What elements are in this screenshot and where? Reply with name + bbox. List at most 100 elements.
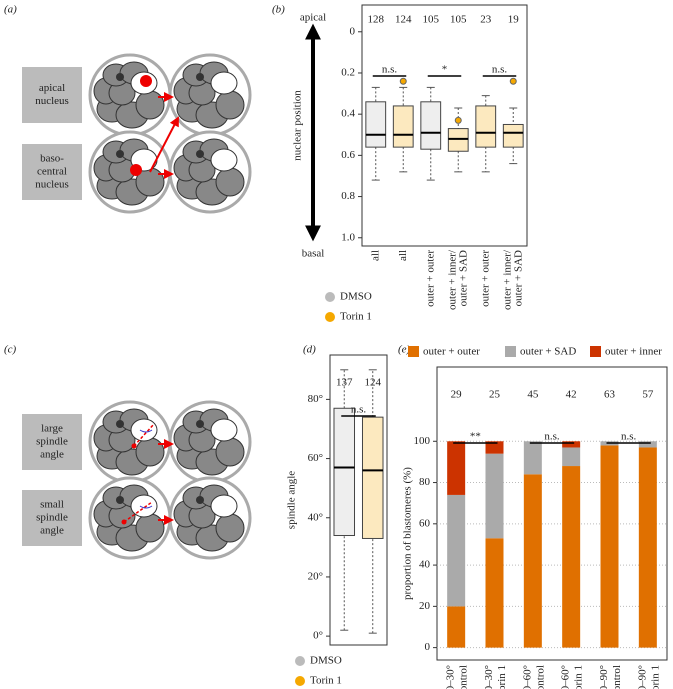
bar-segment bbox=[485, 538, 504, 648]
x-tick-label: outer + SAD bbox=[512, 250, 524, 306]
y-axis-label: spindle angle bbox=[286, 471, 298, 529]
spindle bbox=[123, 501, 153, 523]
n-label: 25 bbox=[489, 389, 501, 401]
group-label: control bbox=[611, 665, 623, 689]
box bbox=[365, 101, 387, 148]
diagram-label: angle bbox=[40, 525, 64, 537]
y-tick-label: 40 bbox=[419, 559, 431, 571]
daughter-cell bbox=[210, 494, 238, 518]
legend-label: DMSO bbox=[310, 655, 342, 667]
y-tick-label: 0 bbox=[425, 641, 431, 653]
y-tick-label: 1.0 bbox=[341, 231, 355, 243]
legend-swatch bbox=[408, 346, 419, 357]
significance: n.s. bbox=[544, 431, 560, 443]
significance: n.s. bbox=[621, 431, 637, 443]
group-label: Torin 1 bbox=[496, 665, 508, 689]
diagram-label: nucleus bbox=[35, 95, 69, 107]
angle-arc bbox=[139, 505, 153, 509]
n-label: 57 bbox=[642, 389, 654, 401]
nucleus-red bbox=[130, 164, 142, 176]
blastomere bbox=[215, 513, 245, 543]
box bbox=[392, 105, 414, 148]
bar-segment bbox=[447, 441, 466, 495]
blastomere bbox=[135, 437, 165, 467]
x-tick-label: 0–30° bbox=[445, 665, 457, 689]
plot-frame bbox=[329, 354, 388, 646]
outlier bbox=[509, 77, 517, 85]
y-tick-label: 40° bbox=[308, 511, 323, 523]
centrosome bbox=[131, 443, 137, 449]
diagram-label: small bbox=[40, 499, 64, 511]
diagram-label: central bbox=[37, 166, 67, 178]
diagram-label: angle bbox=[40, 449, 64, 461]
significance: n.s. bbox=[492, 64, 508, 76]
n-label: 23 bbox=[480, 14, 492, 26]
x-tick-label: all bbox=[369, 250, 381, 261]
label-box bbox=[22, 490, 82, 546]
y-tick-label: 0.6 bbox=[341, 149, 355, 161]
y-tick-label: 0° bbox=[313, 630, 323, 642]
top-label: apical bbox=[300, 12, 326, 24]
box bbox=[447, 128, 469, 152]
y-tick-label: 60 bbox=[419, 517, 431, 529]
n-label: 124 bbox=[365, 377, 382, 389]
significance: ** bbox=[470, 431, 481, 443]
diagram-label: spindle bbox=[36, 512, 68, 524]
nucleus bbox=[196, 496, 204, 504]
blastomere bbox=[135, 513, 165, 543]
angle-arc bbox=[139, 429, 153, 433]
bar-segment bbox=[562, 441, 581, 448]
nucleus bbox=[116, 420, 124, 428]
panel-letter: (d) bbox=[303, 344, 316, 356]
n-label: 105 bbox=[450, 14, 467, 26]
x-tick-label: outer + outer bbox=[479, 250, 491, 307]
bar-segment bbox=[562, 466, 581, 648]
y-tick-label: 80° bbox=[308, 393, 323, 405]
legend-label: Torin 1 bbox=[340, 311, 372, 323]
group-label: Torin 1 bbox=[649, 665, 661, 689]
box bbox=[361, 416, 384, 539]
y-tick-label: 100 bbox=[414, 435, 431, 447]
x-tick-label: outer + SAD bbox=[457, 250, 469, 306]
y-tick-label: 0 bbox=[350, 25, 356, 37]
y-tick-label: 0.2 bbox=[341, 67, 355, 79]
bar-segment bbox=[638, 447, 657, 648]
legend-label: outer + SAD bbox=[520, 346, 576, 358]
group-label: control bbox=[534, 665, 546, 689]
y-axis-label: proportion of blastomeres (%) bbox=[402, 467, 414, 600]
nucleus-red bbox=[140, 75, 152, 87]
nucleus bbox=[116, 150, 124, 158]
daughter-cell bbox=[210, 418, 238, 442]
panel-letter: (b) bbox=[272, 4, 285, 16]
group-label: control bbox=[458, 665, 470, 689]
y-tick-label: 20 bbox=[419, 600, 431, 612]
box bbox=[420, 101, 442, 150]
y-tick-label: 0.8 bbox=[341, 190, 355, 202]
bar-segment bbox=[600, 445, 619, 648]
nucleus bbox=[196, 150, 204, 158]
x-tick-label: outer + inner/ bbox=[501, 249, 513, 310]
diagram-label: nucleus bbox=[35, 179, 69, 191]
daughter-cell bbox=[210, 148, 238, 172]
significance: n.s. bbox=[351, 404, 367, 416]
n-label: 128 bbox=[368, 14, 385, 26]
bar-segment bbox=[562, 447, 581, 467]
legend-swatch bbox=[325, 292, 335, 302]
legend-swatch bbox=[295, 656, 305, 666]
label-box bbox=[22, 67, 82, 123]
daughter-cell bbox=[210, 71, 238, 95]
nucleus bbox=[116, 496, 124, 504]
legend-label: outer + outer bbox=[423, 346, 480, 358]
n-label: 105 bbox=[423, 14, 440, 26]
bar-segment bbox=[638, 441, 657, 448]
x-tick-label: all bbox=[397, 250, 409, 261]
panel-letter: (c) bbox=[4, 344, 17, 356]
box bbox=[475, 105, 497, 148]
plot-frame bbox=[436, 366, 668, 661]
panel-letter: (e) bbox=[398, 344, 411, 356]
n-label: 124 bbox=[395, 14, 412, 26]
legend-label: DMSO bbox=[340, 291, 372, 303]
x-tick-label: 30–60° bbox=[521, 665, 533, 689]
legend-swatch bbox=[505, 346, 516, 357]
bottom-label: basal bbox=[302, 248, 325, 260]
